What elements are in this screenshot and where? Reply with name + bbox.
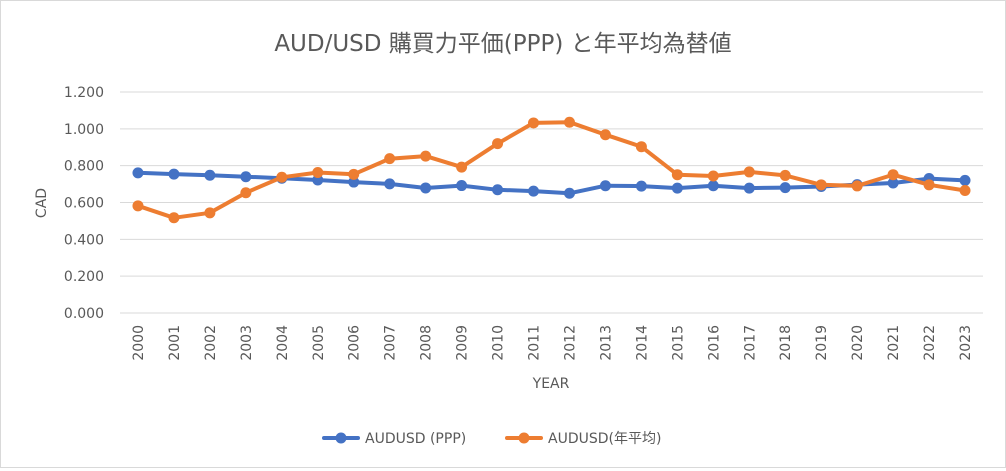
data-point xyxy=(959,185,971,197)
legend-marker xyxy=(518,432,530,444)
data-point xyxy=(132,167,144,179)
y-tick-label: 0.000 xyxy=(64,306,104,322)
data-point xyxy=(348,168,360,180)
y-tick-label: 1.200 xyxy=(64,85,104,101)
data-point xyxy=(384,153,396,165)
x-tick-label: 2021 xyxy=(886,325,902,361)
x-tick-label: 2000 xyxy=(131,325,147,361)
data-point xyxy=(671,169,683,181)
data-point xyxy=(348,176,360,188)
data-point xyxy=(563,187,575,199)
y-tick-label: 0.400 xyxy=(64,232,104,248)
data-point xyxy=(204,207,216,219)
y-axis-label: CAD xyxy=(34,188,50,218)
data-point xyxy=(671,182,683,194)
series-layer xyxy=(132,116,971,224)
data-point xyxy=(563,116,575,128)
data-point xyxy=(456,161,468,173)
x-tick-label: 2001 xyxy=(167,325,183,361)
data-point xyxy=(635,180,647,192)
data-point xyxy=(204,169,216,181)
data-point xyxy=(599,180,611,192)
x-tick-label: 2007 xyxy=(383,325,399,361)
y-axis-ticks: 0.000 0.200 0.400 0.600 0.800 1.000 1.200 xyxy=(64,85,104,322)
x-tick-label: 2008 xyxy=(419,325,435,361)
x-tick-label: 2012 xyxy=(562,325,578,361)
series-group xyxy=(132,116,971,224)
x-tick-label: 2022 xyxy=(922,325,938,361)
data-point xyxy=(815,179,827,191)
data-point xyxy=(743,166,755,178)
x-tick-label: 2020 xyxy=(850,325,866,361)
data-point xyxy=(492,138,504,150)
data-point xyxy=(707,180,719,192)
y-tick-label: 0.200 xyxy=(64,269,104,285)
data-point xyxy=(240,171,252,183)
y-tick-label: 0.600 xyxy=(64,196,104,212)
data-point xyxy=(959,174,971,186)
x-tick-label: 2019 xyxy=(814,325,830,361)
data-point xyxy=(420,150,432,162)
data-point xyxy=(492,184,504,196)
legend-marker xyxy=(335,432,347,444)
data-point xyxy=(707,170,719,182)
x-tick-label: 2006 xyxy=(347,325,363,361)
data-point xyxy=(132,200,144,212)
data-point xyxy=(887,177,899,189)
data-point xyxy=(168,168,180,180)
x-tick-label: 2015 xyxy=(670,325,686,361)
x-tick-label: 2009 xyxy=(455,325,471,361)
data-point xyxy=(312,174,324,186)
x-tick-label: 2013 xyxy=(598,325,614,361)
chart-title: AUD/USD 購買力平価(PPP) と年平均為替値 xyxy=(274,31,731,57)
x-tick-label: 2023 xyxy=(958,325,974,361)
data-point xyxy=(420,182,432,194)
data-point xyxy=(456,180,468,192)
data-point xyxy=(779,182,791,194)
x-tick-label: 2011 xyxy=(527,325,543,361)
data-point xyxy=(599,129,611,141)
series-group xyxy=(132,167,971,199)
legend-label: AUDUSD(年平均) xyxy=(548,431,661,447)
data-point xyxy=(851,180,863,192)
x-tick-label: 2003 xyxy=(239,325,255,361)
y-tick-label: 0.800 xyxy=(64,159,104,175)
data-point xyxy=(887,169,899,181)
x-tick-label: 2014 xyxy=(634,325,650,361)
data-point xyxy=(276,171,288,183)
x-tick-label: 2016 xyxy=(706,325,722,361)
data-point xyxy=(779,169,791,181)
data-point xyxy=(240,187,252,199)
x-tick-label: 2018 xyxy=(778,325,794,361)
data-point xyxy=(528,117,540,129)
series-line xyxy=(136,120,967,220)
x-tick-label: 2002 xyxy=(203,325,219,361)
series-line xyxy=(136,170,967,196)
x-axis-ticks: 2000 2001 2002 2003 2004 2005 2006 2007 2008 2009… xyxy=(131,325,974,361)
x-axis-label: YEAR xyxy=(532,376,570,392)
data-point xyxy=(743,182,755,194)
x-tick-label: 2010 xyxy=(491,325,507,361)
y-tick-label: 1.000 xyxy=(64,122,104,138)
gridlines xyxy=(120,91,983,314)
x-tick-label: 2004 xyxy=(275,325,291,361)
x-tick-label: 2005 xyxy=(311,325,327,361)
data-point xyxy=(635,141,647,153)
data-point xyxy=(312,166,324,178)
legend: AUDUSD (PPP) AUDUSD(年平均) xyxy=(322,431,661,447)
legend-label: AUDUSD (PPP) xyxy=(365,431,466,447)
data-point xyxy=(528,185,540,197)
data-point xyxy=(384,178,396,190)
x-tick-label: 2017 xyxy=(742,325,758,361)
data-point xyxy=(923,179,935,191)
data-point xyxy=(168,212,180,224)
